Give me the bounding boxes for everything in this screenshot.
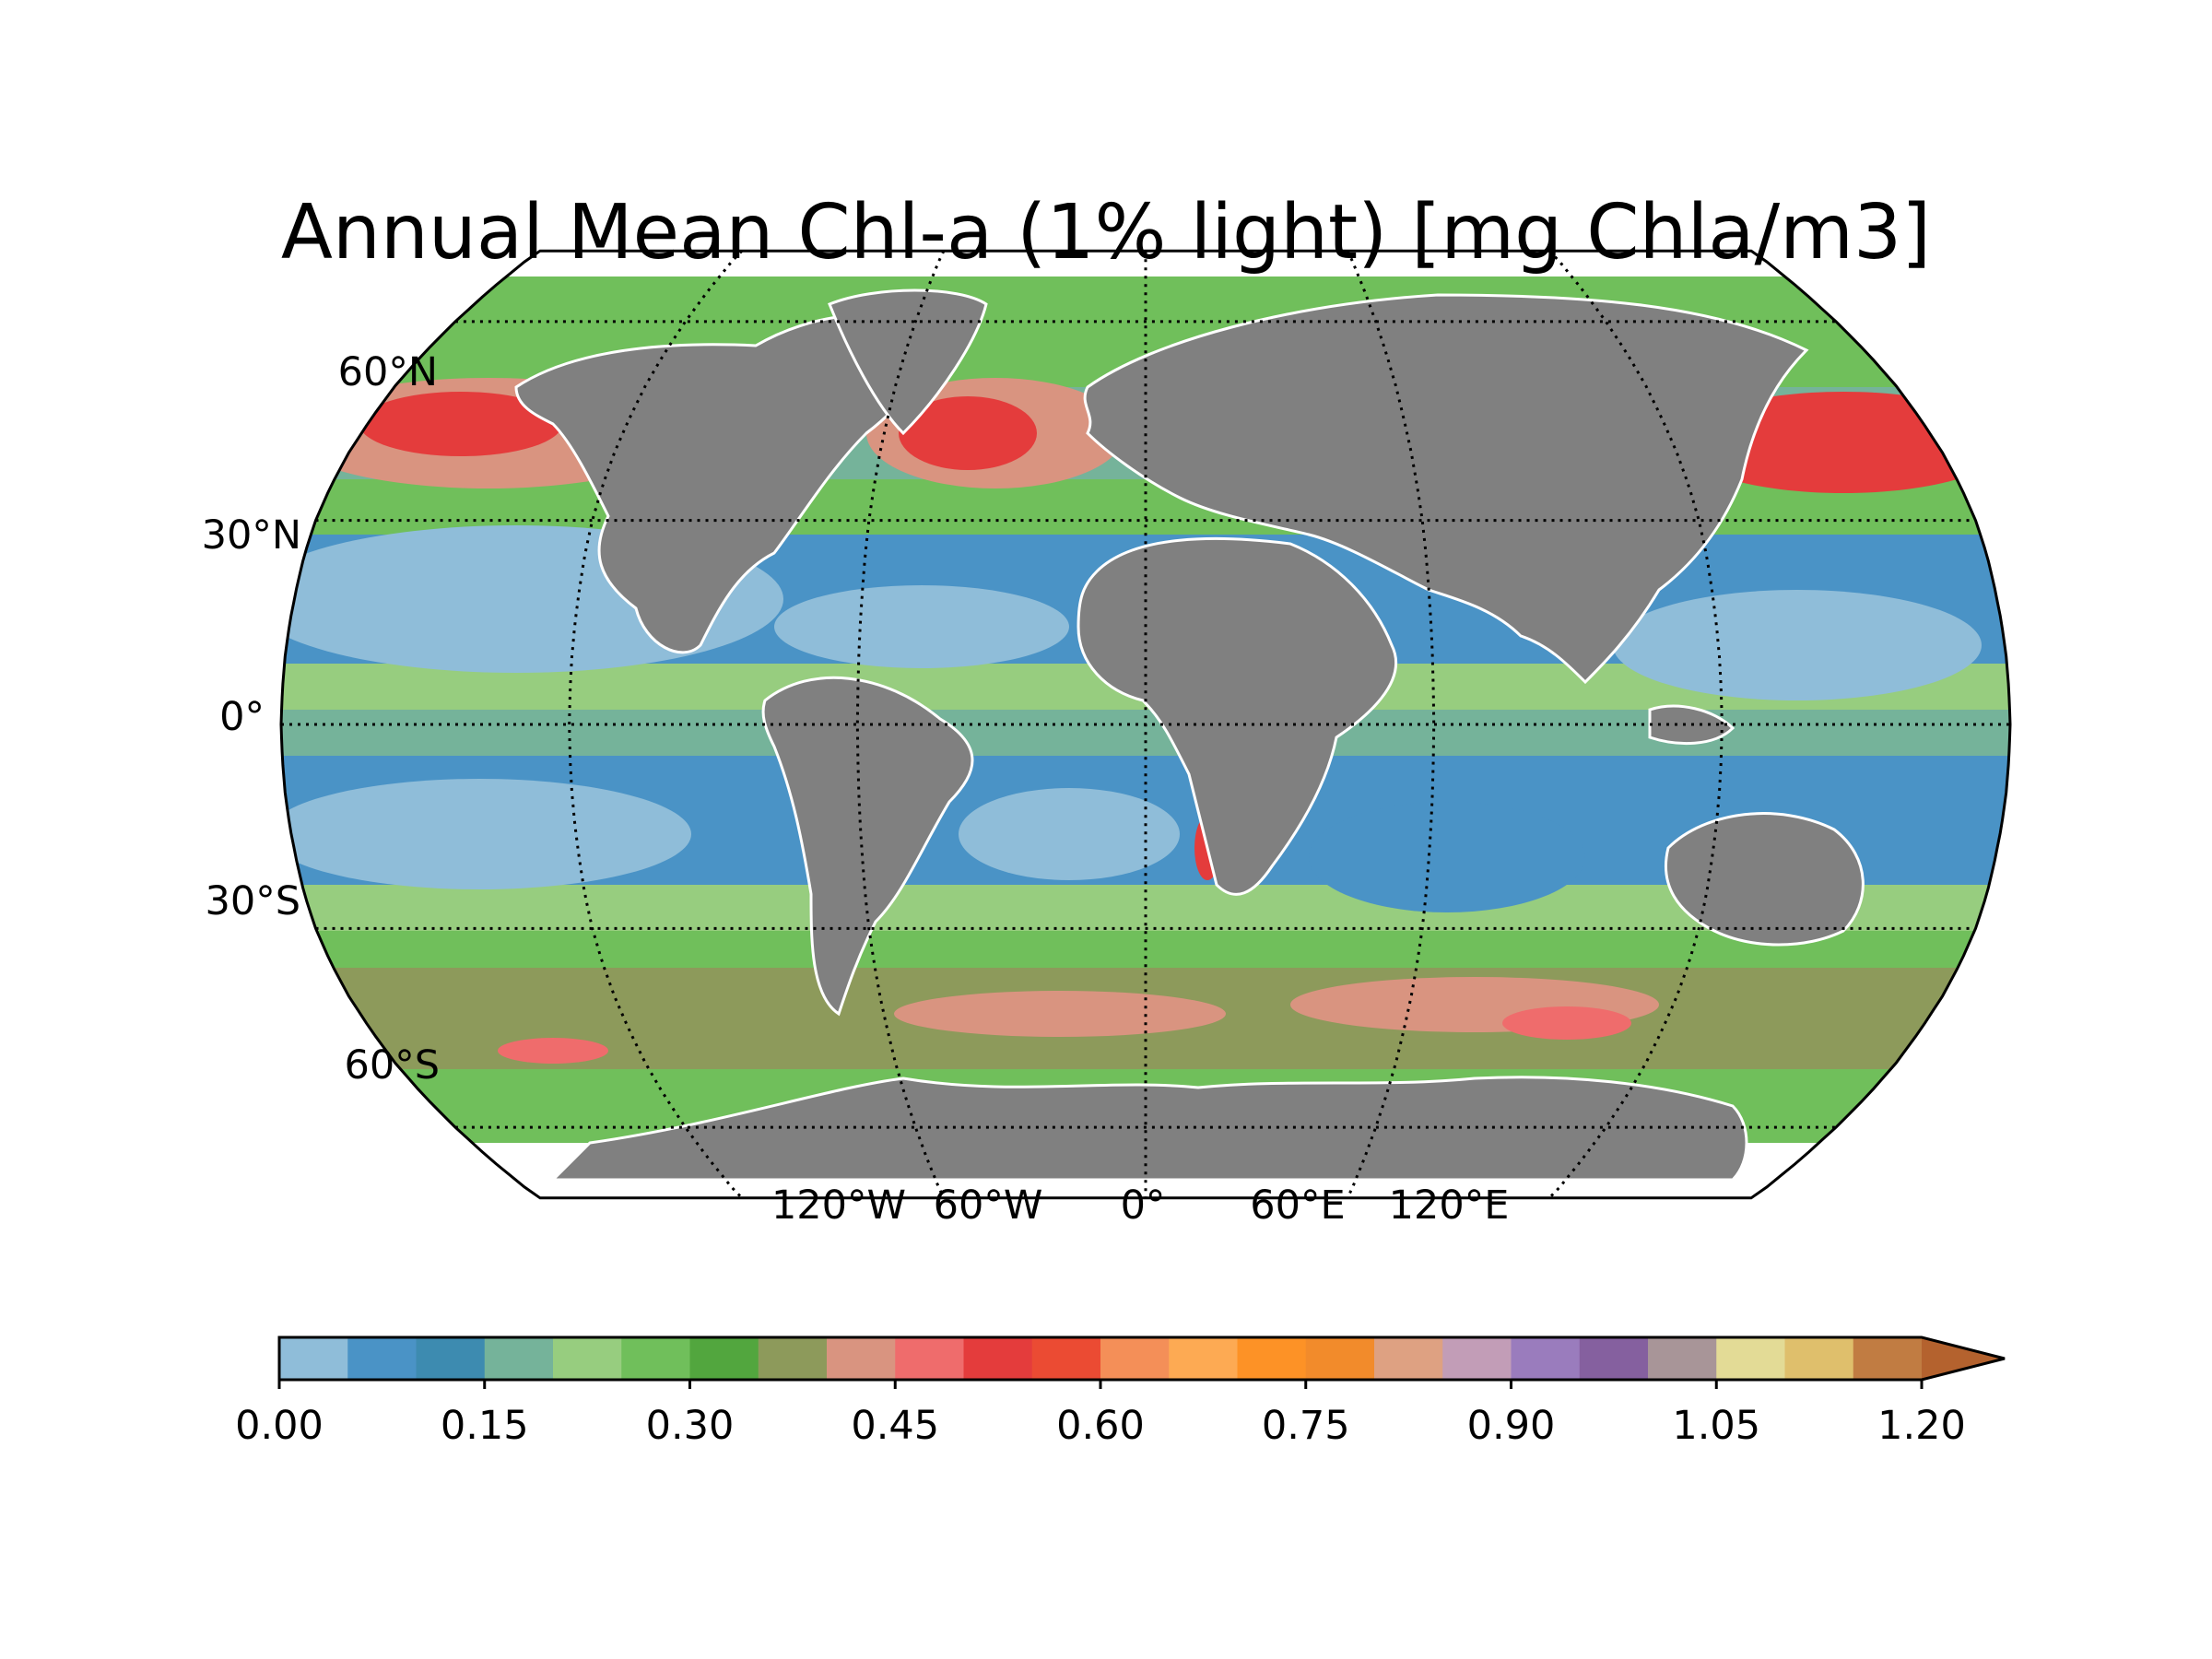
colorbar-swatch [1169, 1337, 1239, 1380]
ocean-bloom [899, 396, 1037, 470]
longitude-labels: 120°W 60°W 0° 60°E 120°E [771, 1182, 1509, 1229]
land-australia [1664, 812, 1865, 947]
colorbar-swatch [1100, 1337, 1170, 1380]
graticule-meridian [1346, 250, 1436, 1199]
colorbar-swatch [758, 1337, 828, 1380]
colorbar-swatch [1853, 1337, 1923, 1380]
colorbar-swatch [895, 1337, 965, 1380]
colorbar-tick-label: 0.60 [1056, 1403, 1145, 1449]
colorbar-swatch [621, 1337, 691, 1380]
colorbar-swatch [1442, 1337, 1512, 1380]
ocean-bloom [894, 991, 1226, 1037]
ocean-gyre [281, 779, 691, 889]
land-eurasia [1083, 293, 1809, 685]
colorbar-swatch [1716, 1337, 1786, 1380]
colorbar-swatch [1579, 1337, 1649, 1380]
colorbar-swatch [827, 1337, 896, 1380]
ocean-bloom [498, 1038, 608, 1064]
colorbar-tick-label: 0.15 [441, 1403, 529, 1449]
colorbar-swatch [963, 1337, 1033, 1380]
colorbar-tick-label: 0.30 [646, 1403, 735, 1449]
lat-label-30s: 30°S [205, 878, 300, 924]
colorbar-extend-arrow [1922, 1337, 2005, 1380]
graticule [281, 250, 2010, 1199]
ocean-gyre [1613, 590, 1982, 700]
ocean-gyre [1309, 802, 1585, 912]
lon-label-120e: 120°E [1389, 1182, 1510, 1229]
land-masses [514, 288, 1865, 1182]
colorbar-swatch [1784, 1337, 1854, 1380]
colorbar-swatch [1237, 1337, 1307, 1380]
map-panel: 60°N 30°N 0° 30°S 60°S 120°W 60°W 0° 60°… [202, 249, 2012, 1229]
colorbar-tick-label: 0.75 [1262, 1403, 1350, 1449]
ocean-band [281, 710, 2010, 756]
lat-label-60n: 60°N [338, 349, 438, 395]
land-greenland [828, 288, 988, 436]
colorbar-swatch [1031, 1337, 1101, 1380]
globe-outline [279, 249, 2012, 1200]
colorbar-swatch [279, 1337, 348, 1380]
colorbar-swatch [1511, 1337, 1581, 1380]
colorbar-outline [277, 1335, 2006, 1382]
lon-label-60w: 60°W [934, 1182, 1043, 1229]
graticule-meridian [568, 250, 744, 1199]
ocean-gyre [774, 585, 1069, 668]
lat-label-60s: 60°S [344, 1042, 440, 1088]
land-africa [1077, 536, 1398, 896]
ocean-bloom [359, 392, 562, 456]
lon-label-60e: 60°E [1250, 1182, 1345, 1229]
colorbar-swatch [1374, 1337, 1443, 1380]
colorbar-swatch [1305, 1337, 1375, 1380]
colorbar: 0.00 0.15 0.30 0.45 0.60 0.75 0.90 1.05 1.20 [235, 1335, 2006, 1449]
ocean-bloom [1502, 1006, 1631, 1040]
land-north-america [514, 313, 920, 654]
colorbar-tick-label: 0.00 [235, 1403, 324, 1449]
colorbar-tick-label: 1.20 [1877, 1403, 1966, 1449]
graticule-meridian [1547, 250, 1724, 1199]
lon-label-120w: 120°W [771, 1182, 906, 1229]
lat-label-30n: 30°N [202, 512, 301, 559]
colorbar-tick-label: 0.90 [1467, 1403, 1556, 1449]
colorbar-swatch [553, 1337, 622, 1380]
ocean-gyre [959, 788, 1180, 880]
map-title: Annual Mean Chl-a (1% light) [mg Chla/m3… [280, 189, 1932, 276]
colorbar-swatch [347, 1337, 418, 1380]
colorbar-swatch [416, 1337, 486, 1380]
colorbar-swatch [484, 1337, 554, 1380]
colorbar-swatch [689, 1337, 759, 1380]
graticule-meridian [855, 250, 946, 1199]
colorbar-tick-label: 0.45 [851, 1403, 939, 1449]
land-antarctica [549, 1076, 1748, 1182]
lat-label-0: 0° [219, 694, 265, 740]
latitude-labels: 60°N 30°N 0° 30°S 60°S [202, 349, 440, 1088]
lon-label-0: 0° [1121, 1182, 1166, 1229]
colorbar-tick-label: 1.05 [1672, 1403, 1760, 1449]
colorbar-swatch [1648, 1337, 1717, 1380]
